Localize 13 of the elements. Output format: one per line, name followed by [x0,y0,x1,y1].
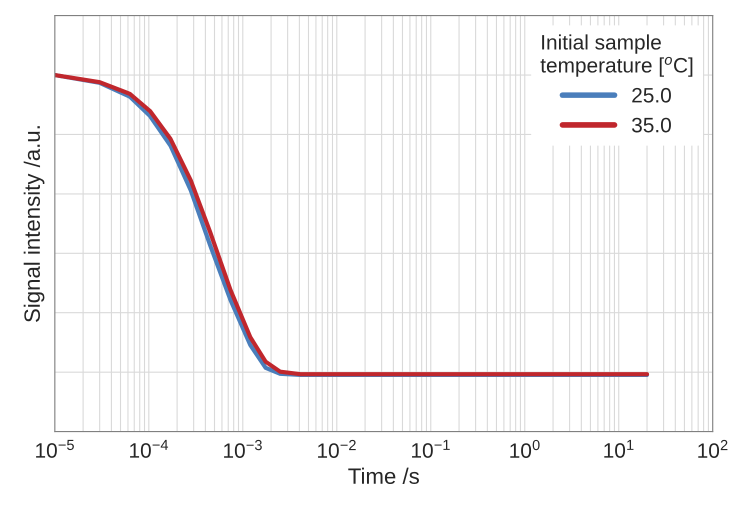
x-tick-label: 10$^{−2}$ [318,440,356,458]
legend-label: 35.0 [632,118,671,132]
x-tick-label: 10$^{−1}$ [412,440,450,458]
x-tick-label: 10$^{−3}$ [224,440,262,458]
x-tick-label: 10$^{2}$ [698,440,728,458]
x-axis-title: Time /s [348,468,419,484]
x-tick-label: 10$^{1}$ [604,440,634,458]
legend-label: 25.0 [632,88,671,103]
x-tick-label: 10$^{−4}$ [130,440,168,458]
legend-title: Initial sample temperature [$^{o}$C] [540,34,692,77]
y-axis-title: Signal intensity /a.u. [24,126,44,322]
x-tick-label: 10$^{−5}$ [36,440,74,458]
x-tick-label: 10$^{0}$ [510,440,540,458]
